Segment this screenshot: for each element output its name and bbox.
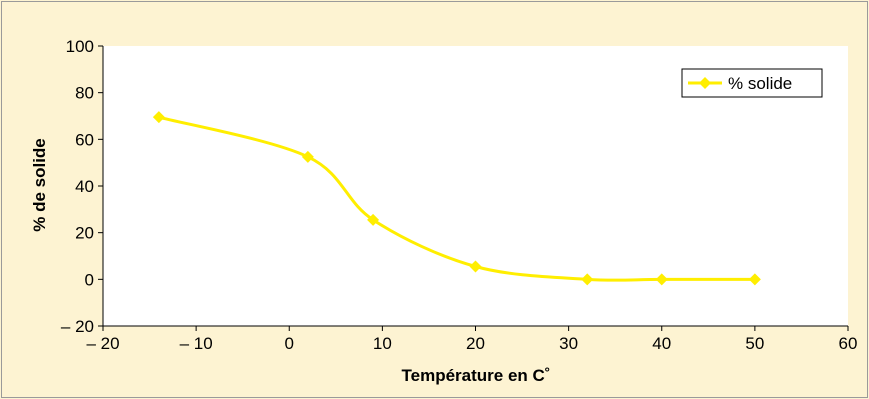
x-tick-label: 0 [285, 334, 294, 353]
y-tick-label: 60 [75, 130, 94, 149]
data-point [581, 273, 594, 286]
x-axis-title: Température en C˚ [402, 366, 551, 385]
x-axis: – 20 – 10 0 10 20 30 40 50 60 [86, 325, 858, 353]
x-tick-label: 60 [839, 334, 858, 353]
x-tick-label: – 20 [86, 334, 119, 353]
data-point [367, 213, 380, 226]
series-layer [152, 111, 761, 286]
y-tick-label: 20 [75, 224, 94, 243]
x-tick-label: 30 [559, 334, 578, 353]
data-point [655, 273, 668, 286]
y-axis: – 20 0 20 40 60 80 100 [61, 37, 104, 336]
y-tick-label: 40 [75, 177, 94, 196]
legend: % solide [681, 68, 823, 98]
y-tick-label: 80 [75, 84, 94, 103]
x-tick-label: 50 [745, 334, 764, 353]
data-point [469, 260, 482, 273]
x-tick-label: 20 [466, 334, 485, 353]
x-tick-label: – 10 [180, 334, 213, 353]
y-axis-title: % de solide [30, 138, 49, 232]
legend-marker [699, 77, 711, 89]
data-point [152, 111, 165, 124]
y-tick-label: 0 [85, 270, 94, 289]
y-tick-label: 100 [66, 37, 94, 56]
legend-box [681, 68, 823, 98]
x-tick-label: 10 [373, 334, 392, 353]
data-point [748, 273, 761, 286]
x-tick-label: 40 [652, 334, 671, 353]
data-point [301, 150, 314, 163]
legend-label: % solide [728, 74, 792, 93]
y-tick-label: – 20 [61, 317, 94, 336]
